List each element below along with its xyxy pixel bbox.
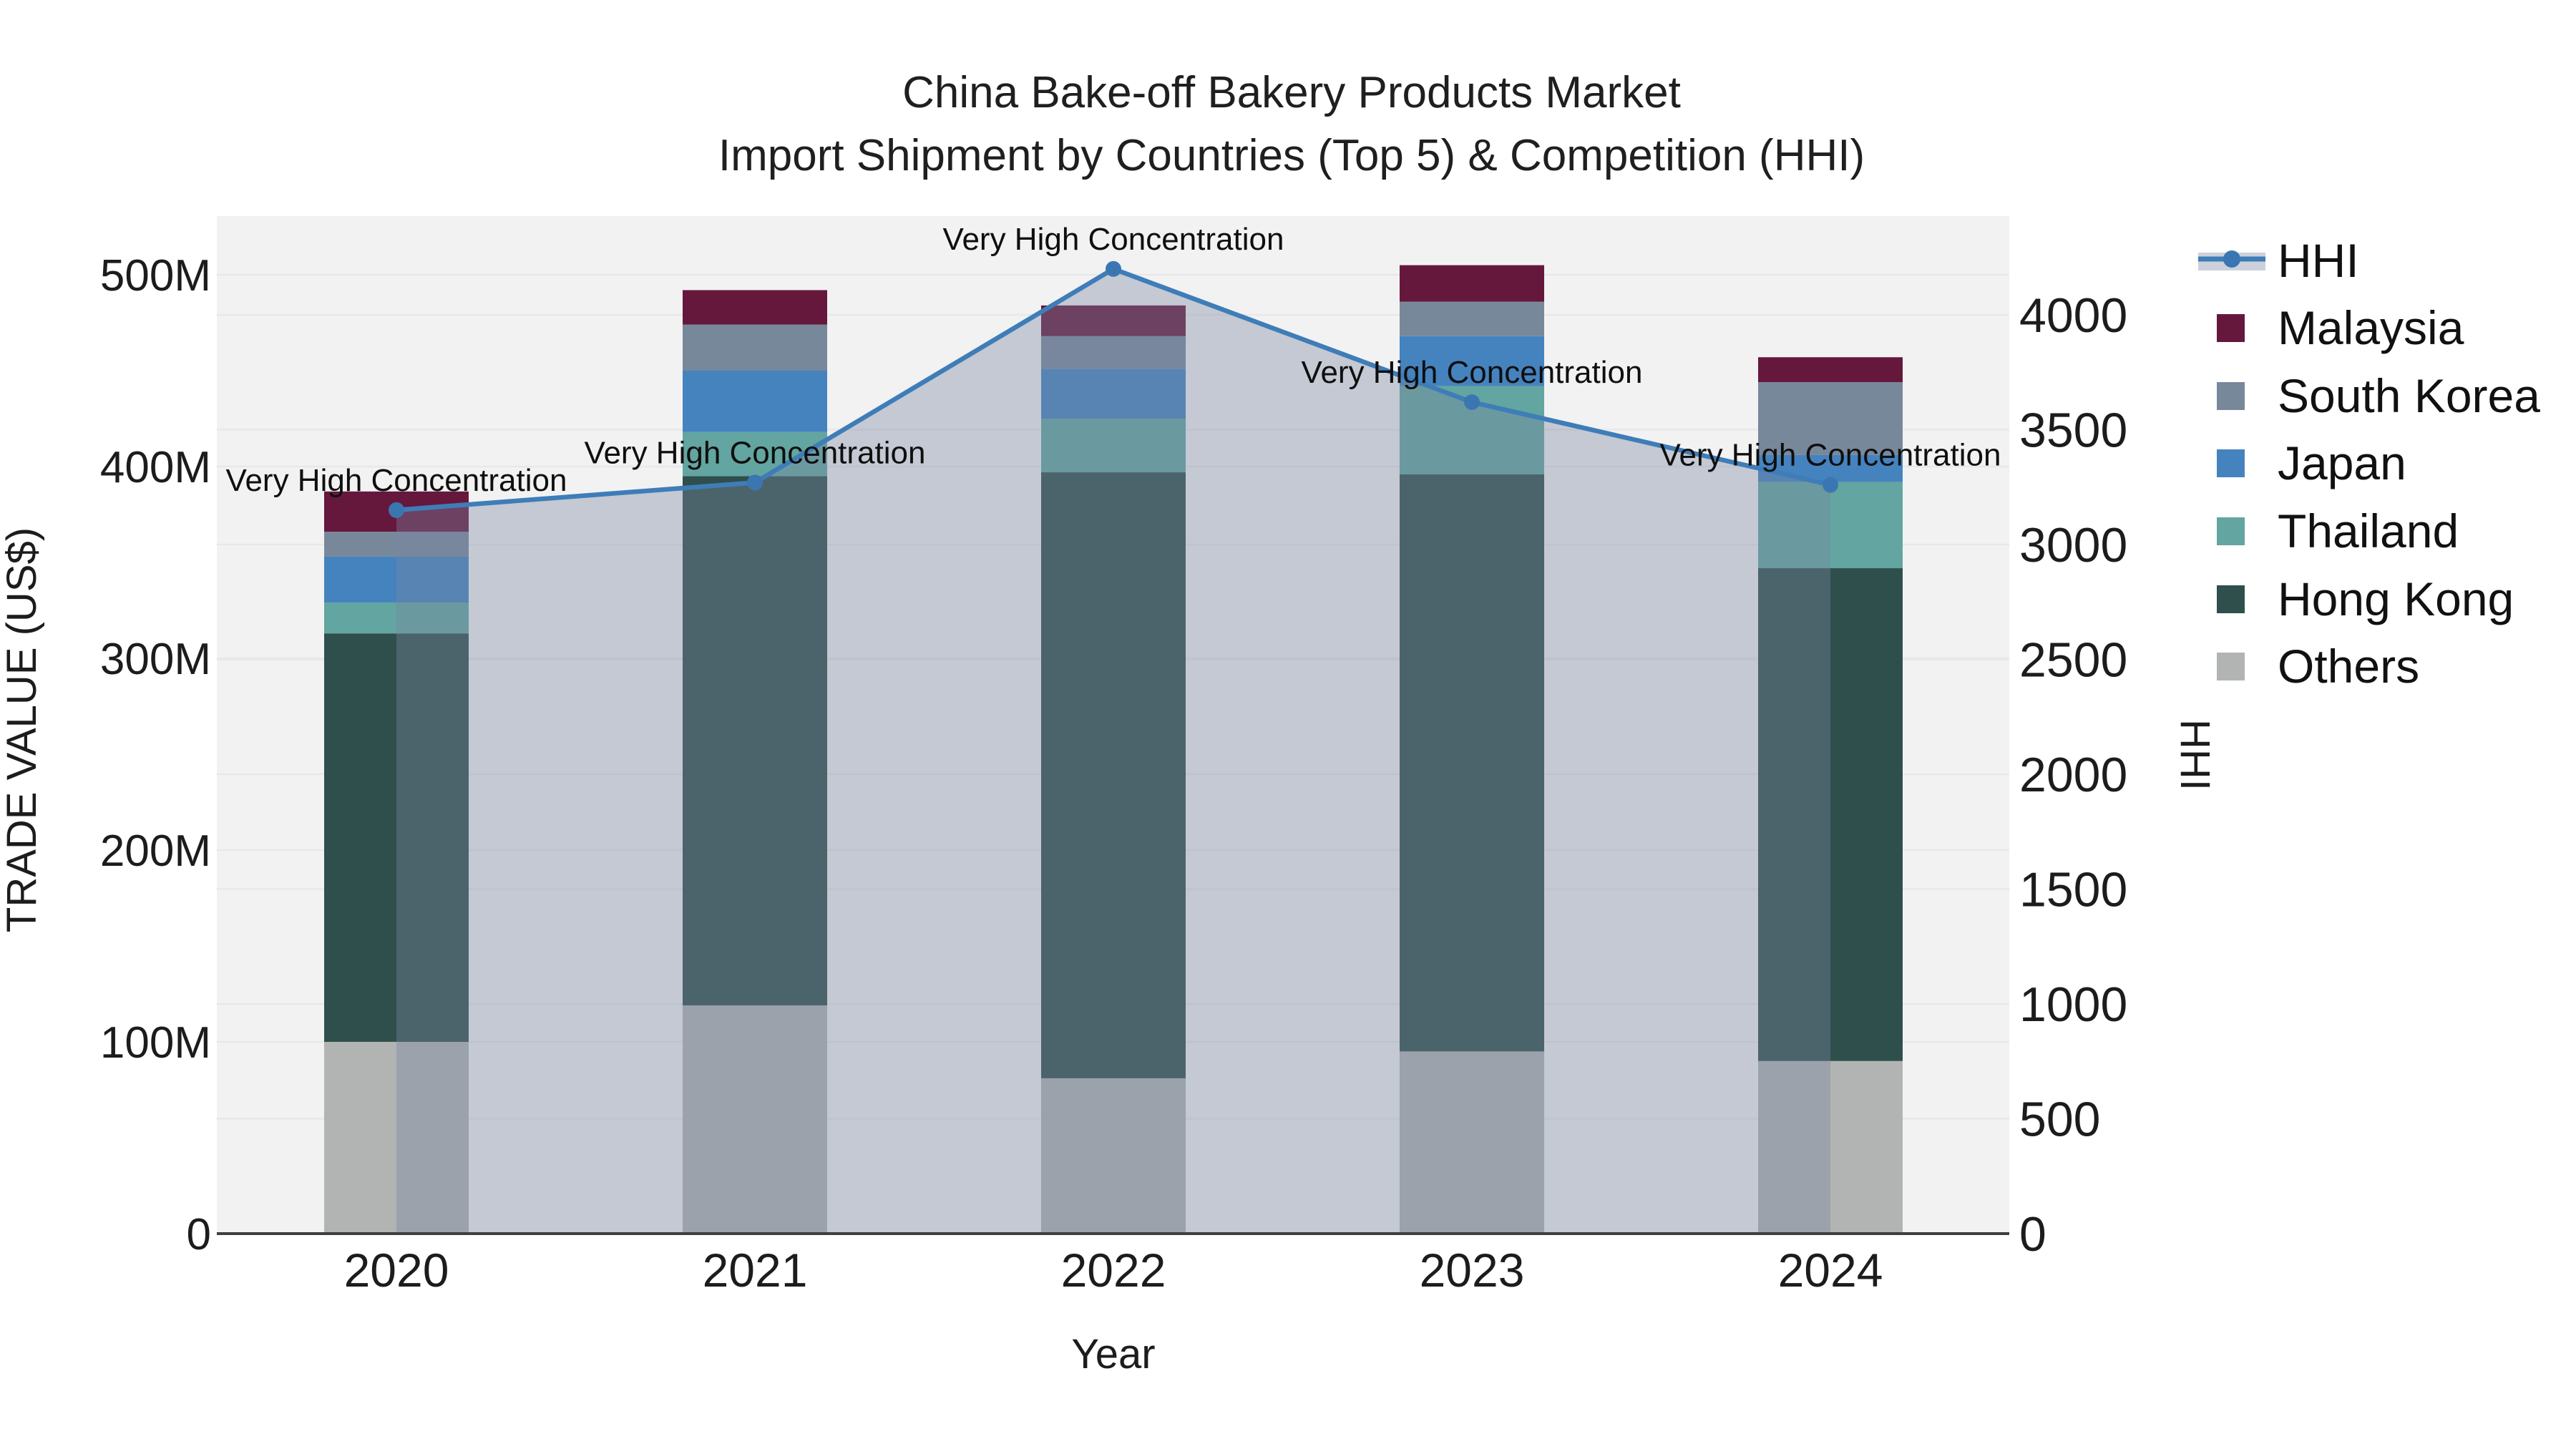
bar-2021-hong-kong[interactable] — [683, 476, 827, 1006]
legend-label-japan: Japan — [2278, 436, 2406, 489]
y-right-tick-label: 1500 — [2019, 863, 2127, 917]
y-left-tick-label: 200M — [100, 826, 211, 876]
bar-2022-japan[interactable] — [1041, 369, 1186, 419]
x-tick-label: 2021 — [703, 1244, 808, 1297]
bar-2023-malaysia[interactable] — [1400, 265, 1544, 302]
annotation-2022: Very High Concentration — [943, 222, 1284, 257]
y-right-tick-label: 2000 — [2019, 748, 2127, 802]
legend-item-others[interactable]: Others — [2217, 640, 2419, 693]
legend-label-malaysia: Malaysia — [2278, 301, 2464, 354]
hhi-marker-icon — [2223, 250, 2240, 268]
bar-2024-south-korea[interactable] — [1758, 382, 1903, 455]
bar-2022-hong-kong[interactable] — [1041, 472, 1186, 1078]
y-right-tick-label: 3000 — [2019, 518, 2127, 572]
bar-2024-thailand[interactable] — [1758, 482, 1903, 569]
y-right-axis-title: HHI — [2172, 719, 2218, 791]
japan-swatch-icon — [2217, 449, 2245, 477]
hhi-marker-2022[interactable] — [1106, 260, 1121, 277]
y-right-tick-label: 2500 — [2019, 633, 2127, 688]
y-left-axis-title: TRADE VALUE (US$) — [0, 527, 45, 932]
legend-item-hong-kong[interactable]: Hong Kong — [2217, 572, 2514, 625]
y-right-tick-label: 3500 — [2019, 404, 2127, 458]
bar-2022-thailand[interactable] — [1041, 419, 1186, 473]
x-tick-label: 2022 — [1061, 1244, 1166, 1297]
bar-2021-south-korea[interactable] — [683, 324, 827, 371]
y-left-tick-label: 0 — [187, 1210, 211, 1259]
bar-2020-south-korea[interactable] — [324, 532, 469, 557]
bar-2022-malaysia[interactable] — [1041, 305, 1186, 336]
hhi-area-fill[interactable] — [396, 268, 1830, 1234]
bar-2020-japan[interactable] — [324, 556, 469, 603]
bar-2021-japan[interactable] — [683, 371, 827, 432]
y-left-tick-label: 300M — [100, 635, 211, 684]
south-korea-swatch-icon — [2217, 382, 2245, 410]
annotation-2024: Very High Concentration — [1660, 438, 2001, 473]
x-tick-label: 2024 — [1778, 1244, 1883, 1297]
chart-title-line1: China Bake-off Bakery Products Market — [902, 68, 1681, 117]
bar-2020-others[interactable] — [324, 1042, 469, 1234]
bar-2020-hong-kong[interactable] — [324, 633, 469, 1042]
bar-2024-malaysia[interactable] — [1758, 357, 1903, 383]
bar-2023-others[interactable] — [1400, 1051, 1544, 1234]
bar-2023-hong-kong[interactable] — [1400, 474, 1544, 1052]
x-axis-title: Year — [1071, 1331, 1155, 1377]
legend-label-south-korea: South Korea — [2278, 369, 2540, 422]
bar-2022-south-korea[interactable] — [1041, 336, 1186, 369]
y-right-tick-label: 1000 — [2019, 977, 2127, 1032]
legend-label-others: Others — [2278, 640, 2419, 693]
bar-2021-others[interactable] — [683, 1005, 827, 1234]
x-tick-label: 2023 — [1420, 1244, 1525, 1297]
y-left-tick-label: 100M — [100, 1018, 211, 1068]
legend-item-south-korea[interactable]: South Korea — [2217, 369, 2540, 422]
y-right-tick-label: 0 — [2019, 1207, 2046, 1262]
others-swatch-icon — [2217, 653, 2245, 680]
chart-title-line2: Import Shipment by Countries (Top 5) & C… — [718, 131, 1865, 180]
malaysia-swatch-icon — [2217, 314, 2245, 342]
annotation-2021: Very High Concentration — [585, 435, 926, 470]
legend-label-thailand: Thailand — [2278, 504, 2459, 557]
annotation-2020: Very High Concentration — [226, 463, 567, 498]
y-left-tick-label: 500M — [100, 251, 211, 301]
hhi-marker-2020[interactable] — [389, 502, 404, 518]
hong-kong-swatch-icon — [2217, 585, 2245, 613]
y-left-tick-label: 400M — [100, 443, 211, 492]
bar-2023-south-korea[interactable] — [1400, 301, 1544, 336]
legend-label-hong-kong: Hong Kong — [2278, 572, 2514, 625]
legend-item-japan[interactable]: Japan — [2217, 436, 2406, 489]
thailand-swatch-icon — [2217, 517, 2245, 545]
bar-2024-hong-kong[interactable] — [1758, 568, 1903, 1061]
bar-2021-malaysia[interactable] — [683, 290, 827, 325]
hhi-marker-2021[interactable] — [747, 474, 763, 491]
hhi-marker-2023[interactable] — [1464, 394, 1480, 410]
legend-item-hhi[interactable]: HHI — [2198, 234, 2359, 287]
annotation-2023: Very High Concentration — [1302, 355, 1643, 390]
hhi-marker-2024[interactable] — [1823, 477, 1838, 493]
legend-item-malaysia[interactable]: Malaysia — [2217, 301, 2464, 354]
bar-2022-others[interactable] — [1041, 1078, 1186, 1234]
bar-2024-others[interactable] — [1758, 1060, 1903, 1234]
legend-label-hhi: HHI — [2278, 234, 2359, 287]
y-right-tick-label: 500 — [2019, 1093, 2100, 1147]
bar-2023-japan[interactable] — [1400, 336, 1544, 386]
bar-2020-thailand[interactable] — [324, 602, 469, 634]
legend-item-thailand[interactable]: Thailand — [2217, 504, 2459, 557]
x-tick-label: 2020 — [344, 1244, 449, 1297]
y-right-tick-label: 4000 — [2019, 288, 2127, 343]
